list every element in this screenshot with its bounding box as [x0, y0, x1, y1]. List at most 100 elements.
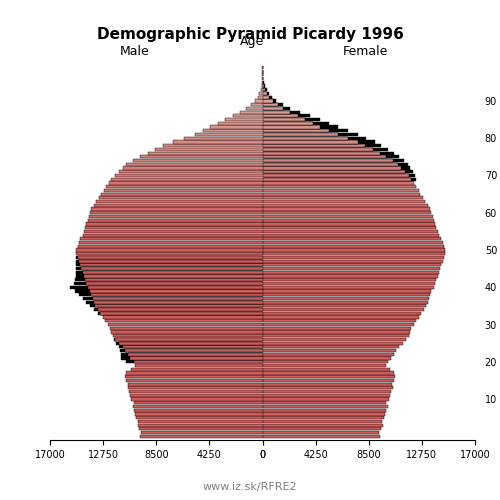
Bar [126, 372, 262, 374]
Bar [262, 304, 426, 308]
Bar [85, 226, 262, 229]
Bar [78, 244, 262, 248]
Bar [262, 96, 270, 99]
Bar [262, 170, 412, 173]
Bar [86, 222, 262, 226]
Bar [262, 92, 269, 95]
Bar [262, 159, 404, 162]
Bar [86, 282, 262, 285]
Bar [262, 107, 290, 110]
Bar [262, 271, 439, 274]
Bar [262, 166, 401, 170]
Bar [108, 323, 262, 326]
Bar [262, 342, 402, 344]
Bar [114, 338, 262, 341]
Bar [82, 234, 262, 236]
Bar [130, 356, 262, 360]
Bar [128, 386, 262, 390]
Bar [262, 148, 388, 151]
Bar [262, 226, 436, 229]
Bar [262, 420, 382, 423]
Bar [95, 304, 262, 308]
Bar [262, 326, 411, 330]
Bar [262, 297, 429, 300]
Text: www.iz.sk/RFRE2: www.iz.sk/RFRE2 [202, 482, 298, 492]
Bar [131, 398, 262, 400]
Bar [262, 156, 386, 158]
Bar [262, 152, 380, 154]
Bar [122, 346, 262, 348]
Bar [136, 416, 262, 419]
Bar [262, 129, 348, 132]
Bar [128, 352, 262, 356]
Bar [262, 323, 414, 326]
Bar [84, 274, 262, 278]
Bar [100, 312, 262, 315]
Bar [262, 390, 391, 393]
Bar [262, 100, 272, 102]
Bar [262, 174, 409, 177]
Bar [262, 92, 267, 95]
Bar [128, 382, 262, 386]
Bar [262, 394, 390, 397]
Bar [79, 260, 262, 263]
Bar [110, 326, 262, 330]
Bar [262, 248, 445, 252]
Bar [262, 431, 380, 434]
Bar [262, 159, 392, 162]
Bar [258, 96, 262, 99]
Bar [262, 319, 416, 322]
Bar [262, 386, 392, 390]
Bar [262, 162, 408, 166]
Bar [262, 103, 278, 106]
Bar [138, 420, 262, 423]
Bar [134, 401, 262, 404]
Text: Female: Female [342, 45, 388, 58]
Bar [121, 356, 262, 360]
Bar [218, 122, 262, 125]
Bar [262, 178, 411, 181]
Bar [125, 375, 262, 378]
Bar [262, 274, 438, 278]
Bar [262, 114, 310, 117]
Bar [79, 260, 262, 263]
Bar [262, 81, 264, 84]
Bar [91, 208, 262, 210]
Bar [262, 300, 428, 304]
Bar [262, 170, 405, 173]
Bar [262, 356, 391, 360]
Bar [225, 118, 262, 121]
Bar [184, 136, 262, 140]
Bar [262, 349, 396, 352]
Bar [262, 334, 409, 338]
Bar [262, 110, 290, 114]
Bar [80, 264, 262, 266]
Bar [262, 152, 380, 154]
Bar [129, 390, 262, 393]
Bar [262, 185, 416, 188]
Bar [262, 424, 382, 426]
Bar [76, 260, 262, 263]
Bar [262, 293, 430, 296]
Bar [262, 166, 401, 170]
Bar [262, 88, 266, 92]
Bar [262, 107, 282, 110]
Bar [262, 103, 278, 106]
Bar [262, 84, 264, 87]
Bar [82, 297, 262, 300]
Bar [262, 122, 312, 125]
Bar [140, 431, 262, 434]
Bar [100, 312, 262, 315]
Bar [262, 156, 386, 158]
Bar [119, 346, 262, 348]
Bar [262, 152, 394, 154]
Bar [262, 118, 305, 121]
Bar [262, 88, 266, 92]
Bar [131, 368, 262, 371]
Bar [262, 208, 430, 210]
Bar [98, 308, 262, 311]
Bar [80, 264, 262, 266]
Bar [262, 264, 442, 266]
Bar [195, 133, 262, 136]
Bar [115, 338, 262, 341]
